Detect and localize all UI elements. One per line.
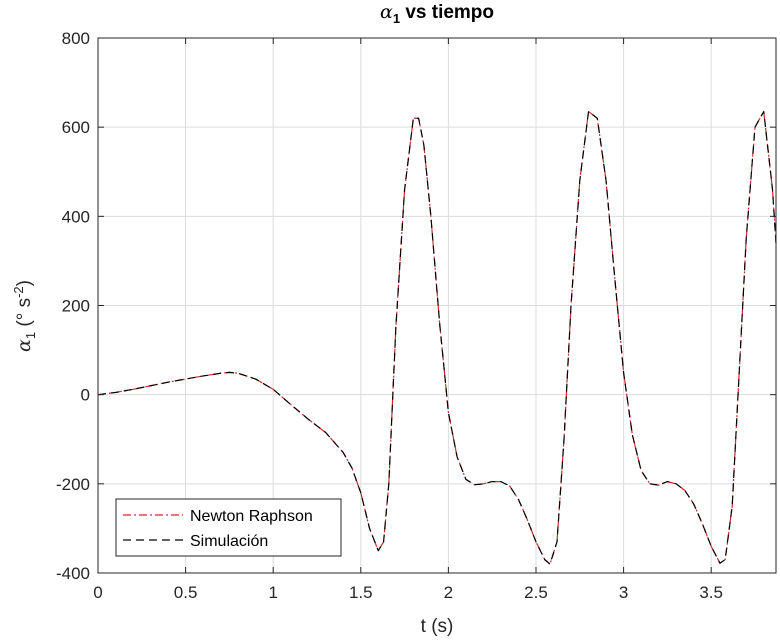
y-tick-label: 800	[62, 29, 90, 48]
x-tick-label: 2	[444, 583, 453, 602]
x-tick-label: 0.5	[174, 583, 198, 602]
x-tick-label: 1	[268, 583, 277, 602]
ylabel-symbol: α	[13, 339, 35, 352]
y-tick-label: 600	[62, 118, 90, 137]
title-text: vs tiempo	[400, 2, 494, 23]
ylabel-exponent: -2	[11, 286, 26, 298]
y-tick-label: 0	[81, 386, 90, 405]
y-axis-label: α1 (° s-2)	[11, 280, 38, 352]
legend-label-newton-raphson: Newton Raphson	[190, 508, 313, 525]
x-tick-label: 1.5	[349, 583, 373, 602]
series-layer	[97, 110, 777, 565]
ticks: 0 0.5 1 1.5 2 2.5 3 3.5 -400 -200 0 200 400 600 800	[56, 29, 776, 602]
x-tick-label: 3	[619, 583, 628, 602]
legend-label-simulacion: Simulación	[190, 533, 268, 550]
legend-box	[115, 498, 342, 557]
series-line-simulacion	[97, 110, 777, 565]
x-tick-label: 2.5	[524, 583, 548, 602]
x-axis-label: t (s)	[421, 616, 454, 637]
y-tick-label: -400	[56, 564, 90, 583]
title-symbol: α	[380, 1, 393, 23]
y-tick-label: 400	[62, 207, 90, 226]
y-tick-label: -200	[56, 475, 90, 494]
chart-title: α1 vs tiempo	[380, 1, 494, 26]
title-subscript: 1	[393, 11, 400, 26]
x-tick-label: 3.5	[699, 583, 723, 602]
ylabel-unit: (° s	[14, 298, 35, 332]
ylabel-subscript: 1	[23, 332, 38, 339]
x-tick-label: 0	[93, 583, 102, 602]
grid	[97, 37, 776, 574]
legend: Newton Raphson Simulación	[115, 498, 342, 557]
y-tick-label: 200	[62, 297, 90, 316]
ylabel-unit-close: )	[14, 280, 35, 286]
